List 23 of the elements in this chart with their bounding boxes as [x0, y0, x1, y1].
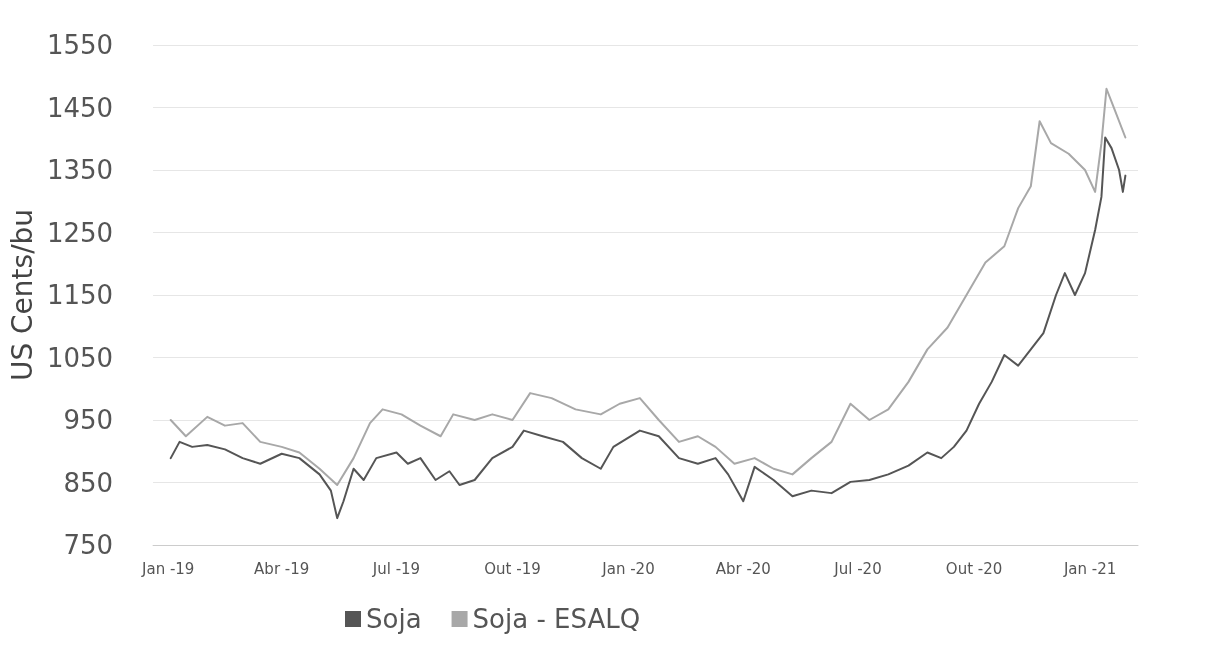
y-tick-label: 1150 — [46, 280, 114, 310]
x-tick-label: Abr -20 — [715, 559, 771, 578]
x-tick-label: Jan -19 — [141, 559, 195, 578]
x-tick-label: Out -20 — [945, 559, 1003, 578]
x-tick-label: Jul -20 — [833, 559, 882, 578]
y-axis-title: US Cents/bu — [5, 208, 39, 382]
x-tick-label: Abr -19 — [254, 559, 310, 578]
line-series — [169, 136, 1127, 520]
y-tick-label: 750 — [63, 530, 114, 560]
legend-label: Soja — [366, 604, 422, 634]
x-tick-label: Jan -21 — [1062, 559, 1117, 578]
y-tick-label: 1050 — [46, 342, 114, 373]
y-tick-label: 950 — [63, 405, 114, 435]
y-tick-label: 1450 — [46, 92, 114, 123]
y-tick-label: 850 — [63, 467, 114, 498]
line-series — [169, 87, 1127, 486]
y-tick-label: 1250 — [46, 217, 114, 248]
x-tick-label: Out -19 — [484, 559, 541, 578]
legend-label: Soja - ESALQ — [472, 604, 641, 634]
x-tick-label: Jan -20 — [601, 559, 655, 578]
x-tick-label: Jul -19 — [371, 559, 421, 578]
y-tick-label: 1350 — [46, 155, 114, 185]
y-tick-label: 1550 — [46, 30, 114, 60]
